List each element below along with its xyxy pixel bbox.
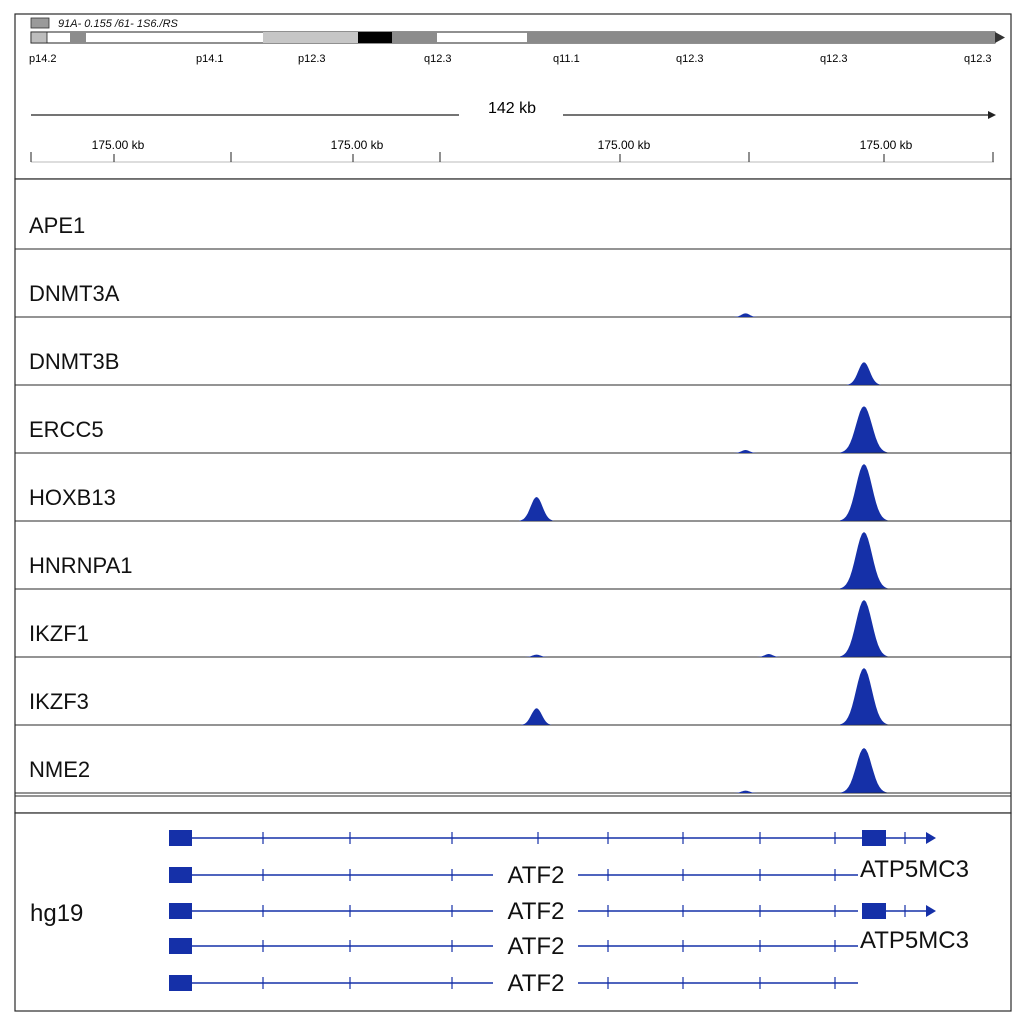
signal-tracks-panel: APE1 DNMT3A DNMT3B ERCC5 HOXB13 HNRNPA1 IKZF1 I… xyxy=(14,178,1012,814)
gene-label: ATF2 xyxy=(508,933,565,960)
ruler-tick-label: 175.00 kb xyxy=(860,138,913,152)
ideogram-panel: 91A- 0.155 /61- 1S6./RS p14.2 p14.1 p12.… xyxy=(14,13,1012,180)
signal-peak xyxy=(840,406,888,453)
band-label: q12.3 xyxy=(676,53,704,65)
track-row-hoxb13[interactable]: HOXB13 xyxy=(15,464,1011,522)
track-row-ikzf3[interactable]: IKZF3 xyxy=(15,668,1011,726)
exon-block xyxy=(169,903,192,919)
chromosome-ideogram[interactable] xyxy=(30,31,1005,44)
band-labels: p14.2 p14.1 p12.3 q12.3 q11.1 q12.3 q12.… xyxy=(29,53,992,65)
band-label: p14.1 xyxy=(196,53,224,65)
gene-label: ATF2 xyxy=(508,898,565,925)
exon-block xyxy=(169,867,192,883)
band-label: p14.2 xyxy=(29,53,57,65)
span-arrow-icon xyxy=(988,111,996,119)
track-label: ERCC5 xyxy=(29,417,104,442)
assembly-label: hg19 xyxy=(30,900,83,927)
gene-annotation-panel: hg19 ATF2 ATP5MC3 ATF2 ATF2 ATP5MC3 ATF2 xyxy=(14,812,1012,1012)
band-label: q12.3 xyxy=(424,53,452,65)
gene-label: ATF2 xyxy=(508,970,565,997)
chromosome-icon xyxy=(30,17,50,29)
strand-arrow-icon xyxy=(926,905,936,917)
ideogram-title: 91A- 0.155 /61- 1S6./RS xyxy=(58,18,179,30)
gene-transcript[interactable]: ATF2 ATP5MC3 xyxy=(169,856,969,889)
gene-label-secondary: ATP5MC3 xyxy=(860,856,969,883)
gene-transcript[interactable]: ATF2 xyxy=(169,898,936,925)
band-label: q11.1 xyxy=(553,53,580,65)
signal-peak xyxy=(756,654,781,657)
signal-peak xyxy=(839,532,888,589)
band-label: q12.3 xyxy=(964,53,992,65)
track-label: HOXB13 xyxy=(29,485,116,510)
gene-label: ATF2 xyxy=(508,862,565,889)
signal-peak xyxy=(839,600,888,657)
gene-transcript[interactable] xyxy=(169,830,936,846)
track-label: IKZF3 xyxy=(29,689,89,714)
ruler-tick-label: 175.00 kb xyxy=(598,138,651,152)
gene-transcript[interactable]: ATF2 xyxy=(169,970,858,997)
span-indicator: 142 kb xyxy=(31,100,996,119)
signal-peak xyxy=(840,748,888,793)
track-row-nme2[interactable]: NME2 xyxy=(15,748,1011,794)
track-row-ape1[interactable]: APE1 xyxy=(15,213,1011,250)
band-label: p12.3 xyxy=(298,53,326,65)
track-row-ikzf1[interactable]: IKZF1 xyxy=(15,600,1011,658)
gene-label-secondary: ATP5MC3 xyxy=(860,927,969,954)
signal-peak xyxy=(846,362,882,385)
exon-block xyxy=(862,903,886,919)
band-label: q12.3 xyxy=(820,53,848,65)
track-row-dnmt3b[interactable]: DNMT3B xyxy=(15,349,1011,386)
track-label: HNRNPA1 xyxy=(29,553,133,578)
track-row-dnmt3a[interactable]: DNMT3A xyxy=(15,281,1011,318)
ruler-tick-label: 175.00 kb xyxy=(331,138,384,152)
signal-peak xyxy=(733,313,758,317)
exon-block xyxy=(862,830,886,846)
track-label: DNMT3A xyxy=(29,281,120,306)
track-label: DNMT3B xyxy=(29,349,119,374)
signal-peak xyxy=(839,668,888,725)
chromosome-end-arrow xyxy=(995,32,1005,43)
signal-peak xyxy=(520,708,553,725)
signal-peak xyxy=(733,450,758,453)
exon-block xyxy=(169,830,192,846)
track-label: IKZF1 xyxy=(29,621,89,646)
signal-peak xyxy=(524,654,549,657)
ruler-tick-label: 175.00 kb xyxy=(92,138,145,152)
tracks-frame xyxy=(14,178,1012,814)
track-row-ercc5[interactable]: ERCC5 xyxy=(15,406,1011,454)
track-label: NME2 xyxy=(29,757,90,782)
exon-block xyxy=(169,938,192,954)
strand-arrow-icon xyxy=(926,832,936,844)
signal-peak xyxy=(733,790,758,793)
track-row-hnrnpa1[interactable]: HNRNPA1 xyxy=(15,532,1011,590)
track-label: APE1 xyxy=(29,213,85,238)
coordinate-ruler[interactable]: 175.00 kb 175.00 kb 175.00 kb 175.00 kb xyxy=(30,138,994,163)
span-label: 142 kb xyxy=(488,100,536,117)
gene-transcript[interactable]: ATF2 ATP5MC3 xyxy=(169,927,969,960)
exon-block xyxy=(169,975,192,991)
signal-peak xyxy=(839,464,888,521)
signal-peak xyxy=(518,497,555,521)
